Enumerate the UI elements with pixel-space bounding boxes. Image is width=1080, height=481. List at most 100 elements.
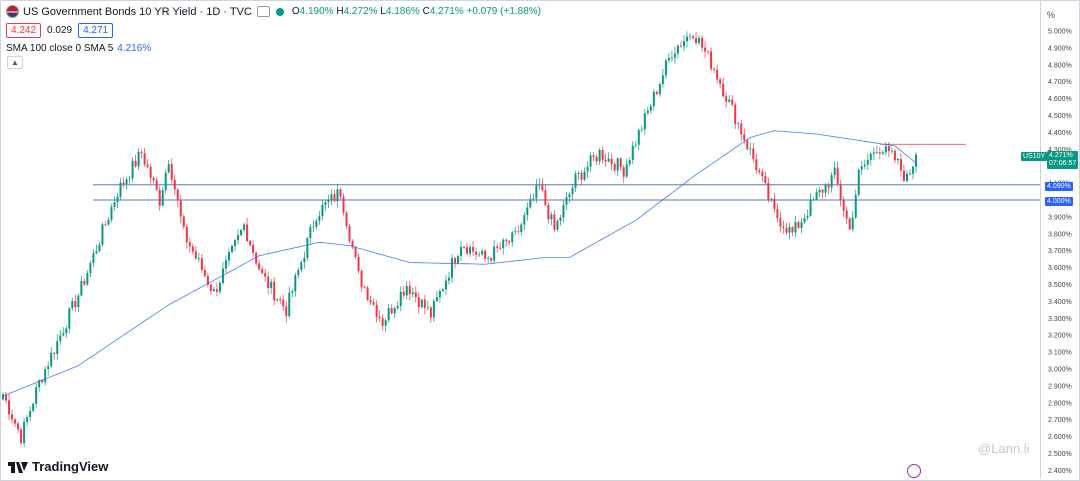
candle-body	[905, 173, 908, 181]
candle-body	[484, 250, 487, 259]
candle-body	[369, 299, 372, 303]
candle-body	[806, 215, 809, 218]
sma-legend[interactable]: SMA 100 close 0 SMA 5 4.216%	[6, 43, 151, 54]
candle-body	[701, 37, 704, 48]
candle-body	[764, 176, 767, 184]
candle-body	[41, 380, 44, 383]
axis-tick-label: 2.800%	[1048, 400, 1072, 407]
candle-body	[818, 189, 821, 193]
candle-body	[363, 287, 366, 288]
candle-body	[915, 154, 917, 167]
candle-body	[562, 204, 565, 218]
axis-unit-label[interactable]: %	[1047, 10, 1056, 20]
tradingview-logo[interactable]: TradingView	[8, 459, 108, 474]
candle-body	[203, 270, 206, 277]
chevron-up-icon: ▲	[11, 58, 19, 67]
candle-body	[496, 246, 499, 248]
candle-body	[164, 172, 167, 191]
candle-body	[152, 177, 155, 181]
bid-ask-row: 4.242 0.029 4.271	[6, 23, 114, 38]
candle-body	[396, 306, 399, 309]
axis-tick-label: 3.600%	[1048, 265, 1072, 272]
candle-body	[327, 200, 330, 203]
candle-body	[544, 190, 547, 205]
candle-body	[824, 184, 827, 193]
level-tag-lower: 4.000%	[1045, 197, 1073, 206]
candle-body	[258, 263, 261, 270]
candle-body	[435, 297, 438, 302]
candle-body	[595, 157, 598, 162]
candle-body	[466, 247, 469, 254]
candle-body	[432, 301, 435, 318]
candle-body	[185, 226, 188, 243]
price-axis[interactable]	[1040, 0, 1079, 479]
candle-body	[351, 241, 354, 248]
candle-body	[86, 273, 89, 285]
us-flag-icon	[6, 5, 19, 18]
candle-body	[140, 151, 143, 154]
candle-body	[842, 199, 845, 211]
candle-body	[252, 244, 255, 253]
candle-body	[878, 152, 881, 154]
axis-tick-label: 4.900%	[1048, 45, 1072, 52]
candle-body	[740, 123, 743, 135]
collapse-legend-button[interactable]: ▲	[7, 56, 23, 69]
axis-tick-label: 4.400%	[1048, 130, 1072, 137]
candle-body	[845, 210, 848, 219]
candle-body	[261, 269, 264, 274]
candle-body	[854, 194, 857, 218]
candle-body	[655, 91, 658, 95]
candle-body	[508, 241, 511, 243]
candle-body	[520, 224, 523, 233]
candle-body	[306, 237, 309, 258]
candle-body	[291, 291, 294, 293]
candle-body	[604, 159, 607, 162]
candle-body	[59, 335, 62, 342]
candle-body	[649, 106, 652, 111]
candle-body	[631, 145, 634, 161]
candle-body	[65, 328, 68, 334]
visibility-icon[interactable]	[256, 6, 270, 17]
candle-body	[194, 251, 197, 259]
candle-body	[830, 175, 833, 188]
symbol-legend[interactable]: US Government Bonds 10 YR Yield · 1D · T…	[6, 5, 541, 18]
candle-body	[119, 182, 122, 197]
candle-body	[481, 250, 484, 255]
axis-tick-label: 2.600%	[1048, 434, 1072, 441]
ask-price[interactable]: 4.271	[78, 23, 114, 38]
candle-body	[803, 217, 806, 223]
candle-body	[673, 53, 676, 58]
axis-tick-label: 4.300%	[1048, 147, 1072, 154]
candle-body	[200, 258, 203, 271]
candle-body	[387, 307, 390, 321]
candle-body	[134, 160, 137, 167]
candle-body	[836, 167, 839, 185]
candle-body	[791, 227, 794, 233]
ai-spark-icon[interactable]	[907, 464, 921, 478]
candle-body	[110, 206, 113, 220]
candle-body	[797, 222, 800, 228]
candle-body	[713, 68, 716, 70]
candle-body	[173, 179, 176, 190]
candle-body	[384, 320, 387, 326]
candle-body	[598, 149, 601, 162]
candle-body	[490, 258, 493, 261]
candle-body	[884, 146, 887, 153]
candle-body	[685, 36, 688, 42]
candle-body	[860, 166, 863, 170]
candle-body	[583, 171, 586, 180]
candle-body	[661, 75, 664, 85]
candle-body	[255, 252, 258, 264]
candle-body	[511, 232, 514, 243]
bid-price[interactable]: 4.242	[6, 23, 42, 38]
candle-body	[8, 400, 11, 415]
candle-body	[297, 269, 300, 276]
candle-body	[502, 239, 505, 249]
candle-body	[312, 226, 315, 228]
candle-body	[785, 228, 788, 233]
candle-body	[342, 196, 345, 213]
candle-body	[92, 253, 95, 264]
candle-body	[710, 51, 713, 69]
candle-body	[812, 199, 815, 201]
